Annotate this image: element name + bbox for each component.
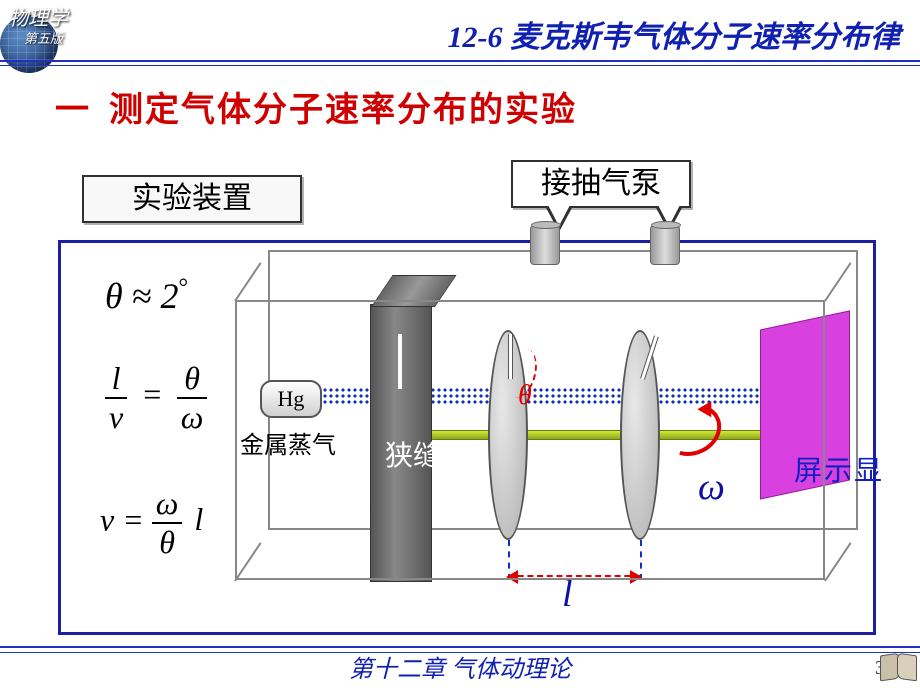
slide-header: 物理学 第五版 12-6 麦克斯韦气体分子速率分布律	[0, 0, 920, 65]
edition: 第五版	[24, 28, 63, 47]
header-rule-1	[0, 60, 920, 62]
device-label-box: 实验装置	[82, 175, 302, 223]
book-title: 物理学	[8, 2, 68, 31]
apparatus-diagram: Hg 金属蒸气 狭缝 θ ω 显示屏 l	[230, 240, 880, 640]
chamber-edge	[234, 262, 261, 301]
book-icon	[880, 654, 918, 682]
chamber-edge	[824, 542, 851, 581]
section-number: 一	[55, 92, 91, 129]
header-rule-2	[0, 65, 920, 66]
pump-port-2	[650, 225, 680, 265]
footer-rule-1	[0, 646, 920, 648]
footer-chapter: 第十二章 气体动理论	[0, 649, 920, 684]
pump-port-1	[530, 225, 560, 265]
logo-area: 物理学 第五版	[0, 0, 120, 65]
section-title: 一测定气体分子速率分布的实验	[55, 82, 577, 131]
chapter-section-title: 12-6 麦克斯韦气体分子速率分布律	[448, 12, 901, 56]
section-text: 测定气体分子速率分布的实验	[109, 91, 577, 129]
chamber-front	[235, 300, 825, 580]
pump-label-box: 接抽气泵	[511, 160, 691, 208]
